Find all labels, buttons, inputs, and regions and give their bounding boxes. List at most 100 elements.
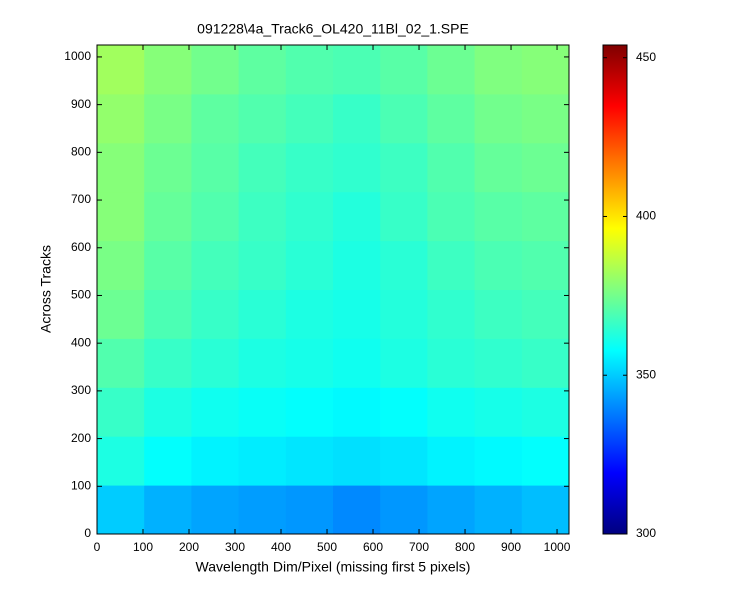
heatmap-cell (191, 93, 240, 144)
heatmap-cell (144, 387, 192, 437)
heatmap-cell (97, 289, 145, 339)
heatmap-cell (238, 191, 287, 242)
heatmap-cell (238, 142, 287, 193)
colorbar-tick-label: 450 (636, 50, 656, 64)
heatmap-cell (144, 191, 192, 242)
chart-title: 091228\4a_Track6_OL420_11Bl_02_1.SPE (197, 21, 469, 37)
heatmap-cell (144, 289, 192, 339)
heatmap-cell (521, 191, 570, 242)
heatmap-cell (474, 338, 523, 388)
heatmap-cell (238, 289, 287, 339)
heatmap-cell (521, 387, 570, 437)
heatmap-cell (333, 289, 381, 339)
heatmap-cell (474, 240, 523, 290)
x-tick-label: 400 (271, 540, 291, 554)
colorbar-tick-label: 350 (636, 367, 656, 381)
heatmap-cell (191, 485, 240, 535)
heatmap-cell (144, 93, 192, 144)
y-tick-label: 1000 (64, 49, 91, 63)
heatmap-cell (521, 485, 570, 535)
heatmap-cell (238, 387, 287, 437)
colorbar-tick-label: 400 (636, 209, 656, 223)
heatmap-cell (427, 240, 476, 290)
x-tick-label: 500 (317, 540, 337, 554)
heatmap-cell (380, 240, 428, 290)
x-tick-label: 800 (455, 540, 475, 554)
heatmap-cell (427, 191, 476, 242)
x-tick-label: 700 (409, 540, 429, 554)
heatmap-cell (97, 338, 145, 388)
y-tick-label: 300 (71, 383, 91, 397)
plot-frame (96, 44, 570, 535)
heatmap-cell (427, 338, 476, 388)
heatmap-cell (285, 485, 334, 535)
heatmap-cell (474, 142, 523, 193)
heatmap-cell (333, 45, 381, 95)
heatmap-cell (521, 338, 570, 388)
heatmap-cell (238, 93, 287, 144)
heatmap-cell (380, 142, 428, 193)
x-tick-label: 200 (179, 540, 199, 554)
heatmap-cell (521, 289, 570, 339)
heatmap-cell (380, 93, 428, 144)
heatmap-cell (333, 436, 381, 486)
heatmap-cell (474, 289, 523, 339)
heatmap-cell (285, 45, 334, 95)
heatmap-cell (144, 45, 192, 95)
heatmap-cell (380, 387, 428, 437)
heatmap-cell (380, 436, 428, 486)
x-tick-label: 100 (133, 540, 153, 554)
y-axis-label: Across Tracks (38, 245, 54, 333)
heatmap-cell (285, 387, 334, 437)
heatmap-cell (333, 338, 381, 388)
heatmap-cell (144, 338, 192, 388)
heatmap-cell (285, 191, 334, 242)
heatmap-cell (521, 240, 570, 290)
heatmap-cell (474, 436, 523, 486)
y-tick-label: 400 (71, 335, 91, 349)
x-tick-label: 600 (363, 540, 383, 554)
heatmap-cell (97, 142, 145, 193)
heatmap-cell (521, 93, 570, 144)
colorbar-tick-label: 300 (636, 526, 656, 540)
heatmap-cell (191, 191, 240, 242)
heatmap-cell (238, 338, 287, 388)
x-tick-label: 0 (94, 540, 101, 554)
heatmap-cell (191, 142, 240, 193)
heatmap-cell (333, 240, 381, 290)
heatmap-cell (333, 387, 381, 437)
x-tick-label: 300 (225, 540, 245, 554)
heatmap-cell (427, 436, 476, 486)
heatmap-cell (238, 45, 287, 95)
heatmap-cell (285, 289, 334, 339)
heatmap-cell (521, 436, 570, 486)
heatmap-cell (238, 436, 287, 486)
heatmap-cell (380, 45, 428, 95)
y-tick-label: 600 (71, 240, 91, 254)
heatmap-cell (380, 485, 428, 535)
heatmap-cell (285, 436, 334, 486)
heatmap-cell (380, 191, 428, 242)
y-tick-label: 500 (71, 288, 91, 302)
heatmap-cell (427, 45, 476, 95)
heatmap-cell (97, 485, 145, 535)
y-tick-label: 200 (71, 431, 91, 445)
heatmap-cell (521, 45, 570, 95)
heatmap-cell (191, 436, 240, 486)
heatmap-cell (285, 338, 334, 388)
heatmap-cell (285, 93, 334, 144)
heatmap-cell (144, 485, 192, 535)
colorbar (602, 44, 628, 535)
heatmap-cell (191, 338, 240, 388)
heatmap-cell (474, 485, 523, 535)
x-axis-label: Wavelength Dim/Pixel (missing first 5 pi… (196, 559, 471, 575)
heatmap-cell (97, 387, 145, 437)
y-tick-label: 800 (71, 145, 91, 159)
heatmap-cell (474, 387, 523, 437)
heatmap-cell (97, 93, 145, 144)
heatmap-cell (427, 93, 476, 144)
heatmap-cell (97, 191, 145, 242)
heatmap-cell (333, 93, 381, 144)
heatmap-cell (380, 338, 428, 388)
